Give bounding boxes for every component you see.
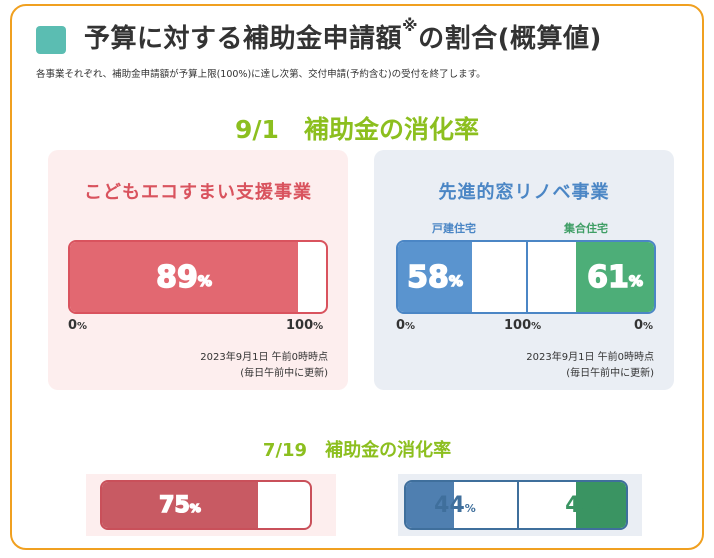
apartment-label: 集合住宅	[564, 222, 608, 235]
detached-house-label: 戸建住宅	[432, 222, 476, 235]
past-detached-fill	[406, 482, 454, 528]
kodomo-card-title: こどもエコすまい支援事業	[84, 182, 312, 203]
past-kodomo-panel: 75%	[86, 474, 336, 536]
kodomo-tick-start: 0%	[68, 318, 88, 333]
header-square-icon	[36, 26, 66, 54]
past-detached-percent: 44%	[434, 492, 476, 518]
past-mado-panel: 44% 45%	[398, 474, 642, 536]
kodomo-progress-fill	[70, 242, 298, 312]
apartment-percent: 61%	[586, 259, 643, 296]
detached-progress-fill	[398, 242, 472, 312]
past-apartment-fill	[576, 482, 626, 528]
kodomo-progress-bar: 89%	[68, 240, 328, 314]
past-bar-divider	[517, 482, 519, 528]
kodomo-eco-card: こどもエコすまい支援事業 89% 0% 100% 2023年9月1日 午前0時時…	[48, 150, 348, 390]
mado-card-title: 先進的窓リノベ事業	[438, 182, 610, 203]
kodomo-tick-end: 100%	[286, 318, 324, 333]
kodomo-percent: 89%	[155, 259, 212, 296]
past-apartment-percent: 45%	[565, 492, 607, 518]
past-kodomo-percent: 75%	[158, 492, 201, 519]
page-title: 予算に対する補助金申請額※の割合(概算値)	[84, 16, 602, 54]
mado-tick-left: 0%	[396, 318, 416, 333]
current-section-heading: 9/1 補助金の消化率	[235, 115, 479, 144]
past-section-heading: 7/19 補助金の消化率	[262, 440, 452, 461]
kodomo-timestamp: 2023年9月1日 午前0時時点 (毎日午前中に更新)	[200, 352, 328, 379]
mado-timestamp: 2023年9月1日 午前0時時点 (毎日午前中に更新)	[526, 352, 654, 379]
mado-tick-right: 0%	[634, 318, 654, 333]
past-kodomo-bar: 75%	[100, 480, 312, 530]
mado-tick-mid: 100%	[504, 318, 542, 333]
past-kodomo-fill	[102, 482, 258, 528]
detached-percent: 58%	[406, 259, 463, 296]
past-mado-bar: 44% 45%	[404, 480, 628, 530]
apartment-progress-fill	[576, 242, 654, 312]
mado-renove-card: 先進的窓リノベ事業 戸建住宅 集合住宅 58% 61% 0% 100% 0% 2…	[374, 150, 674, 390]
bar-divider	[526, 242, 528, 312]
mado-progress-bar: 58% 61%	[396, 240, 656, 314]
page-subtitle: 各事業それぞれ、補助金申請額が予算上限(100%)に達し次第、交付申請(予約含む…	[36, 69, 486, 80]
